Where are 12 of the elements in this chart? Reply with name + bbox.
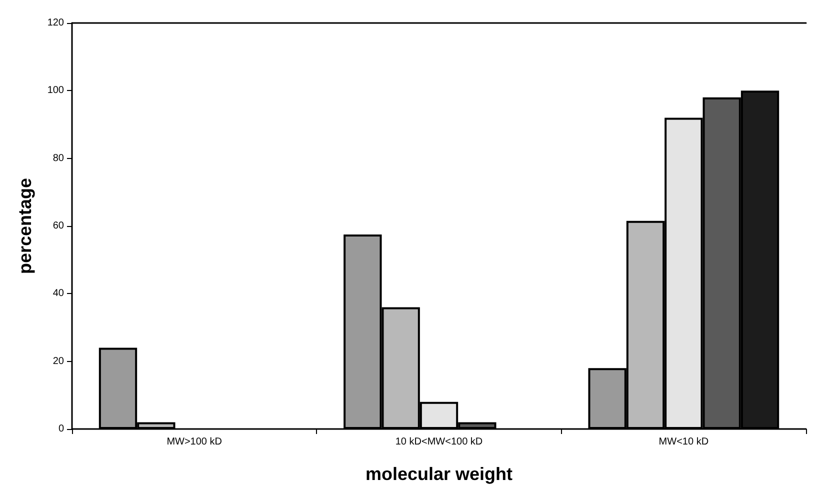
x-tick-label: 10 kD<MW<100 kD — [395, 436, 483, 448]
y-tick-label: 120 — [47, 18, 64, 28]
y-tick-label: 40 — [52, 288, 64, 300]
y-tick-label: 60 — [52, 220, 64, 232]
y-tick-label: 100 — [47, 85, 64, 96]
y-axis-title: percentage — [15, 178, 35, 274]
y-tick-label: 20 — [52, 356, 64, 367]
x-tick-label: MW>100 kD — [166, 436, 222, 448]
x-tick-label: MW<10 kD — [658, 436, 709, 448]
y-tick-label: 0 — [58, 424, 64, 434]
x-axis-title: molecular weight — [365, 464, 513, 484]
y-tick-label: 80 — [52, 152, 64, 164]
